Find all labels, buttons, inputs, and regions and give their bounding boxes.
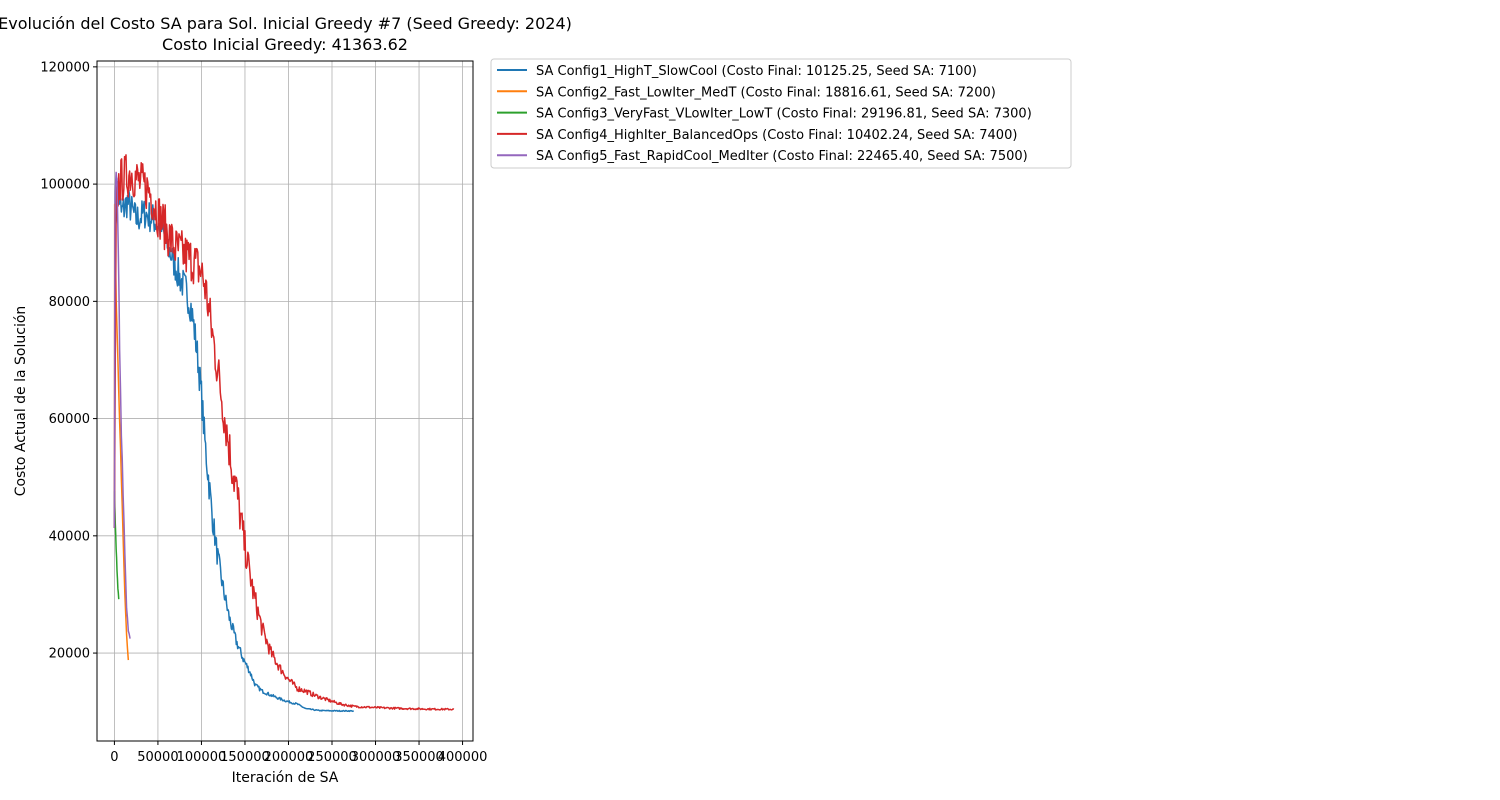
- legend-box: [490, 58, 1072, 169]
- chart-subtitle: Costo Inicial Greedy: 41363.62: [162, 35, 408, 54]
- x-tick-label: 350000: [394, 750, 444, 765]
- y-tick-label: 40000: [49, 529, 90, 544]
- y-tick-label: 80000: [49, 295, 90, 310]
- x-axis-ticks: 0 500001000001500002000002500003000003500…: [110, 741, 487, 765]
- series-line: [113, 154, 455, 711]
- x-tick-label: 400000: [438, 750, 488, 765]
- x-tick-label: 100000: [177, 750, 227, 765]
- x-tick-label: 300000: [351, 750, 401, 765]
- x-tick-label: 250000: [307, 750, 357, 765]
- y-tick-label: 60000: [49, 412, 90, 427]
- series-lines: [113, 154, 455, 713]
- y-axis-ticks: 20000 40000 60000 80000 100000 120000: [40, 60, 97, 662]
- x-tick-label: 50000: [137, 750, 178, 765]
- legend-label: SA Config5_Fast_RapidCool_MedIter (Costo…: [536, 149, 1028, 164]
- y-tick-label: 20000: [49, 647, 90, 662]
- x-tick-label: 150000: [220, 750, 270, 765]
- plot-frame: [96, 60, 474, 742]
- y-tick-label: 120000: [40, 60, 90, 75]
- legend-label: SA Config4_HighIter_BalancedOps (Costo F…: [536, 128, 1017, 143]
- legend-label: SA Config1_HighT_SlowCool (Costo Final: …: [536, 64, 977, 79]
- legend-label: SA Config3_VeryFast_VLowIter_LowT (Costo…: [536, 107, 1032, 122]
- series-line: [113, 180, 354, 713]
- series-line: [113, 171, 131, 639]
- chart-title: Evolución del Costo SA para Sol. Inicial…: [0, 14, 572, 33]
- legend-label: SA Config2_Fast_LowIter_MedT (Costo Fina…: [536, 85, 996, 100]
- x-tick-label: 0: [110, 750, 118, 765]
- x-axis-label: Iteración de SA: [232, 770, 339, 786]
- y-axis-label: Costo Actual de la Solución: [13, 306, 29, 497]
- y-tick-label: 100000: [40, 178, 90, 193]
- x-tick-label: 200000: [264, 750, 314, 765]
- legend: SA Config1_HighT_SlowCool (Costo Final: …: [490, 58, 1072, 169]
- legend-items: SA Config1_HighT_SlowCool (Costo Final: …: [497, 64, 1032, 164]
